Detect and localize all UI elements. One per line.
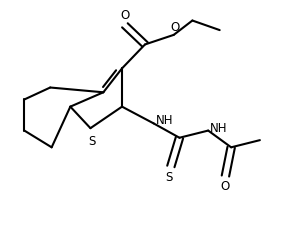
Text: S: S [88, 135, 95, 148]
Text: O: O [221, 180, 230, 193]
Text: NH: NH [156, 114, 173, 128]
Text: O: O [120, 9, 130, 22]
Text: S: S [166, 171, 173, 184]
Text: O: O [171, 21, 180, 34]
Text: NH: NH [210, 122, 228, 135]
